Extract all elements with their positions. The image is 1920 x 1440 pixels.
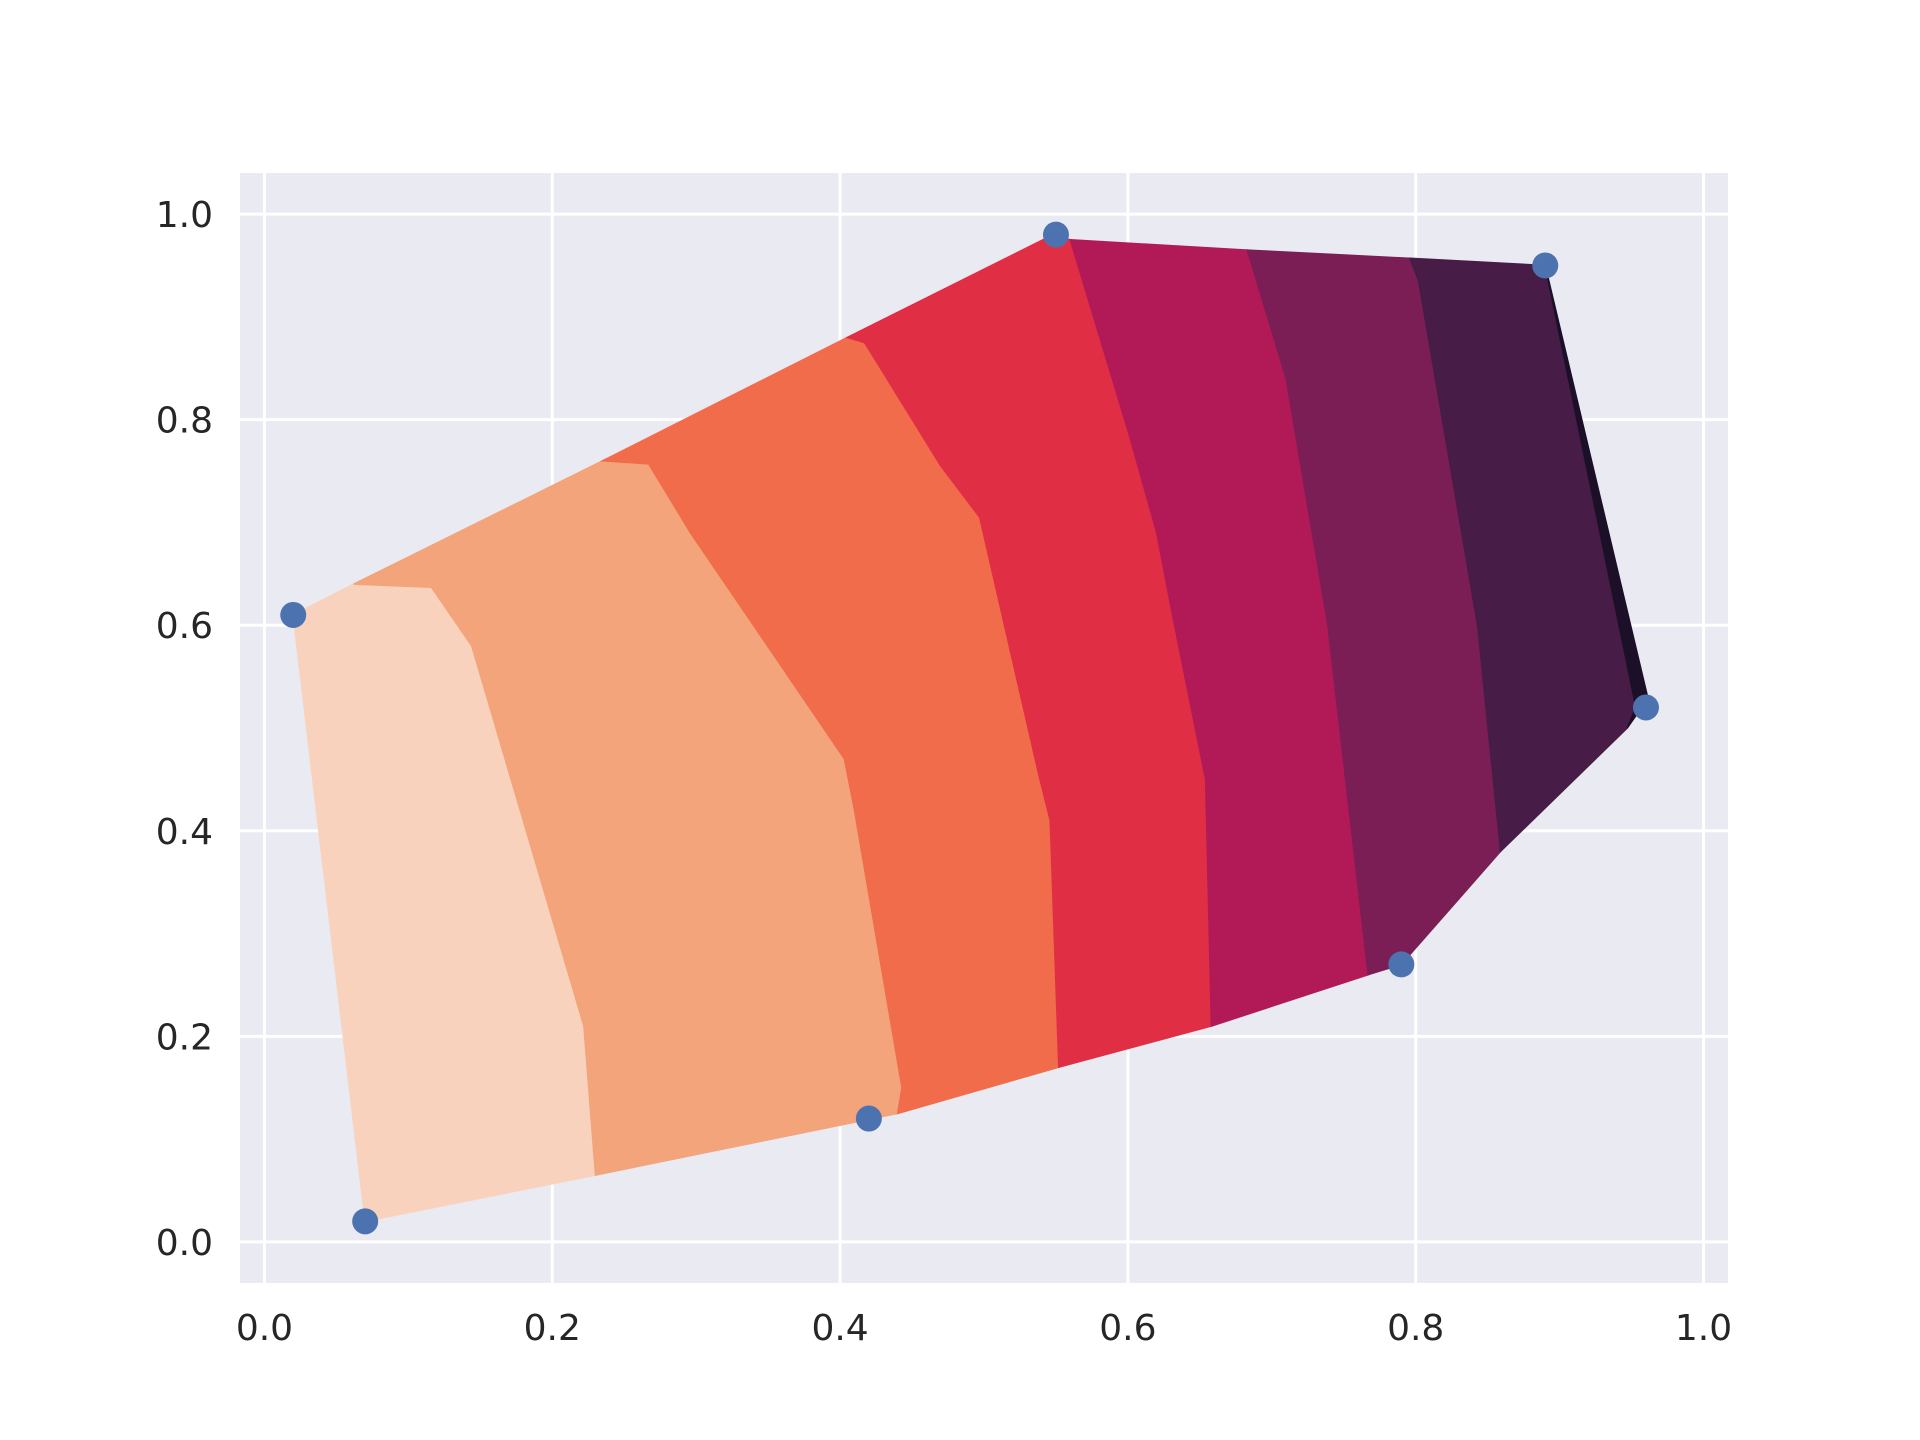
scatter-point-6 [1632, 694, 1659, 721]
x-tick-label-5: 1.0 [1675, 1308, 1732, 1349]
contour-level-7 [1544, 265, 1650, 729]
y-tick-label-3: 0.6 [156, 606, 213, 647]
contour-levels [292, 233, 1650, 1223]
y-tick-label-2: 0.4 [156, 812, 213, 853]
y-tick-label-4: 0.8 [156, 401, 213, 442]
x-tick-labels: 0.0 0.2 0.4 0.6 0.8 1.0 [236, 1308, 1732, 1349]
scatter-point-1 [352, 1208, 379, 1235]
scatter-point-3 [1042, 221, 1069, 248]
y-tick-label-0: 0.0 [156, 1223, 213, 1264]
x-tick-label-3: 0.6 [1099, 1308, 1156, 1349]
x-tick-label-0: 0.0 [236, 1308, 293, 1349]
scatter-point-2 [855, 1105, 882, 1132]
x-tick-label-1: 0.2 [524, 1308, 581, 1349]
y-tick-label-1: 0.2 [156, 1017, 213, 1058]
y-tick-labels: 0.0 0.2 0.4 0.6 0.8 1.0 [156, 195, 213, 1264]
x-tick-label-2: 0.4 [811, 1308, 868, 1349]
scatter-point-4 [1388, 951, 1415, 978]
scatter-point-0 [280, 601, 307, 628]
x-tick-label-4: 0.8 [1387, 1308, 1444, 1349]
y-tick-label-5: 1.0 [156, 195, 213, 236]
scatter-points [280, 221, 1659, 1235]
scatter-point-5 [1532, 252, 1559, 279]
